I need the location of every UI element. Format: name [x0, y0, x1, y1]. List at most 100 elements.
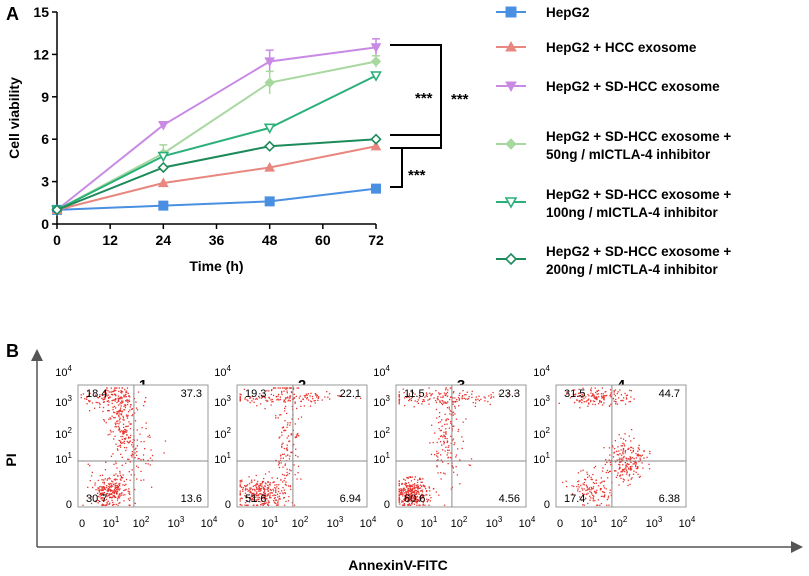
- event-dot: [125, 390, 127, 392]
- event-dot: [292, 388, 295, 390]
- event-dot: [287, 387, 289, 389]
- event-dot: [115, 407, 117, 409]
- event-dot: [130, 454, 132, 457]
- event-dot: [255, 485, 257, 487]
- y-tick-label: 102: [214, 426, 231, 441]
- event-dot: [449, 456, 452, 459]
- event-dot: [426, 494, 428, 496]
- event-dot: [613, 400, 615, 402]
- y-tick-label: 104: [373, 364, 390, 379]
- event-dot: [103, 486, 105, 488]
- event-dot: [411, 496, 413, 499]
- event-dot: [103, 488, 106, 490]
- event-dot: [444, 402, 446, 404]
- event-dot: [398, 491, 400, 493]
- event-dot: [115, 487, 117, 489]
- event-dot: [101, 504, 104, 506]
- event-dot: [324, 396, 326, 398]
- event-dot: [105, 392, 107, 394]
- event-dot: [466, 398, 469, 400]
- event-dot: [407, 501, 409, 503]
- event-dot: [136, 429, 138, 431]
- event-dot: [471, 390, 473, 393]
- event-dot: [626, 471, 628, 474]
- event-dot: [287, 500, 290, 502]
- event-dot: [250, 481, 252, 484]
- legend-marker: [505, 81, 517, 93]
- event-dot: [284, 483, 286, 486]
- event-dot: [113, 503, 115, 506]
- event-dot: [260, 397, 262, 399]
- event-dot: [247, 400, 249, 402]
- event-dot: [439, 401, 441, 403]
- event-dot: [115, 443, 117, 445]
- event-dot: [118, 489, 120, 491]
- x-tick-label: 104: [360, 515, 377, 530]
- event-dot: [398, 485, 400, 487]
- event-dot: [249, 492, 251, 494]
- event-dot: [634, 461, 636, 463]
- event-dot: [630, 449, 632, 452]
- event-dot: [127, 490, 129, 492]
- event-dot: [629, 466, 631, 468]
- event-dot: [478, 395, 480, 397]
- event-dot: [490, 394, 492, 396]
- event-dot: [630, 456, 632, 459]
- event-dot: [248, 497, 251, 499]
- event-dot: [251, 498, 253, 501]
- event-dot: [410, 492, 413, 494]
- event-dot: [583, 488, 585, 490]
- event-dot: [275, 499, 277, 501]
- event-dot: [405, 484, 407, 486]
- event-dot: [262, 504, 264, 506]
- y-tick-exponent: 2: [68, 426, 73, 435]
- event-dot: [248, 476, 250, 478]
- event-dot: [619, 467, 621, 469]
- event-dot: [109, 486, 111, 488]
- event-dot: [569, 397, 572, 399]
- event-dot: [622, 481, 624, 483]
- event-dot: [255, 500, 257, 503]
- event-dot: [615, 401, 617, 403]
- event-dot: [277, 501, 279, 504]
- event-dot: [624, 445, 626, 447]
- event-dot: [588, 488, 590, 491]
- event-dot: [131, 444, 133, 446]
- data-point: [370, 71, 382, 82]
- event-dot: [488, 395, 490, 397]
- event-dot: [588, 487, 590, 489]
- event-dot: [123, 440, 125, 442]
- event-dot: [123, 396, 125, 398]
- event-dot: [107, 478, 109, 480]
- event-dot: [425, 395, 427, 397]
- event-dot: [108, 493, 110, 496]
- event-dot: [129, 493, 131, 496]
- event-dot: [113, 438, 115, 440]
- event-dot: [443, 392, 446, 394]
- flow-plot-frame: [77, 384, 209, 508]
- event-dot: [102, 481, 104, 484]
- event-dot: [117, 411, 119, 413]
- event-dot: [600, 477, 602, 479]
- event-dot: [274, 484, 276, 486]
- y-tick-exponent: 4: [546, 364, 551, 373]
- event-dot: [565, 480, 567, 482]
- event-dot: [438, 438, 440, 440]
- y-tick-label: 103: [55, 394, 72, 409]
- event-dot: [609, 394, 612, 396]
- event-dot: [136, 409, 139, 411]
- event-dot: [103, 420, 106, 422]
- event-dot: [593, 495, 595, 497]
- event-dot: [278, 466, 281, 469]
- event-dot: [123, 405, 125, 407]
- event-dot: [283, 479, 285, 482]
- event-dot: [283, 401, 285, 403]
- event-dot: [446, 438, 448, 440]
- event-dot: [127, 411, 130, 413]
- event-dot: [621, 471, 623, 473]
- event-dot: [409, 488, 412, 491]
- event-dot: [606, 394, 608, 397]
- event-dot: [131, 451, 133, 453]
- event-dot: [602, 491, 604, 493]
- event-dot: [469, 464, 472, 467]
